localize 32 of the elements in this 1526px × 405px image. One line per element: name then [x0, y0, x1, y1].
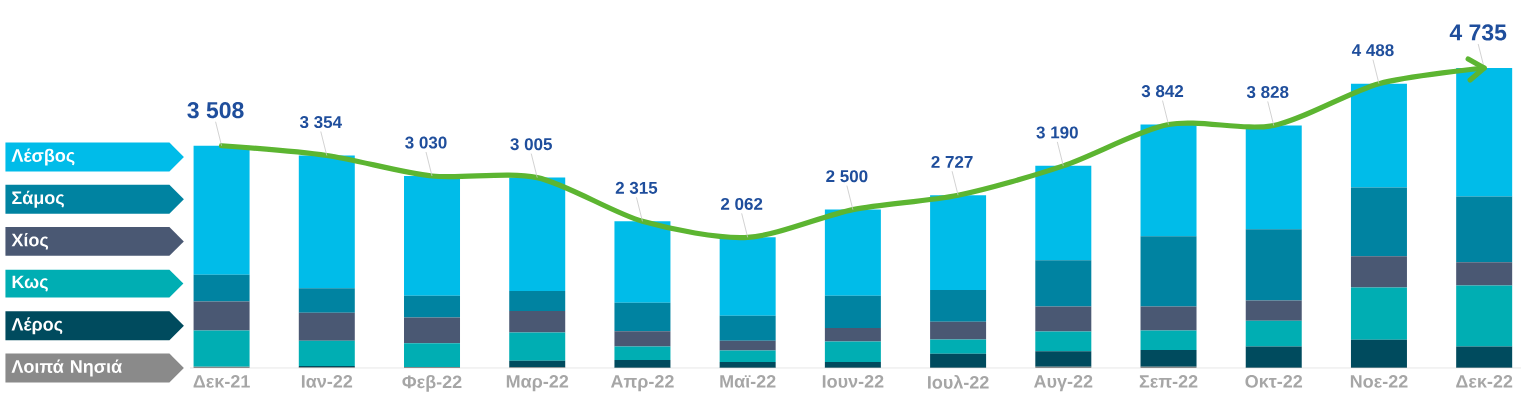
data-label: 3 005: [510, 138, 552, 151]
data-label: 2 062: [720, 197, 763, 210]
data-label: 3 508: [187, 102, 244, 119]
data-label: 3 190: [1036, 126, 1078, 139]
x-tick-label: Νοε-22: [1350, 375, 1408, 388]
x-tick-label: Φεβ-22: [402, 375, 462, 392]
x-tick-label: Ιουλ-22: [928, 375, 989, 389]
text: Λέσβος: [11, 148, 75, 166]
data-label: 2 315: [615, 181, 658, 194]
x-tick-label: Δεκ-21: [193, 375, 250, 388]
text: Κως: [12, 275, 48, 292]
x-tick-label: Μαϊ-22: [720, 375, 776, 388]
data-label: 2 500: [826, 170, 868, 183]
x-tick-label: Ιουν-22: [822, 375, 884, 388]
data-label: 2 727: [931, 155, 973, 168]
x-tick-label: Αυγ-22: [1034, 375, 1093, 392]
x-tick-label: Δεκ-22: [1456, 375, 1513, 388]
data-label: 3 354: [299, 116, 342, 129]
text: Σάμος: [12, 190, 64, 208]
x-tick-label: Απρ-22: [610, 375, 674, 392]
x-tick-label: Οκτ-22: [1245, 375, 1303, 388]
x-tick-label: Ιαν-22: [301, 375, 353, 388]
data-label: 4 488: [1351, 44, 1394, 57]
text: Λοιπά Νησιά: [11, 359, 122, 377]
data-label: 4 735: [1449, 24, 1507, 41]
x-tick-label: Σεπ-22: [1139, 375, 1198, 388]
data-label: 3 030: [405, 136, 447, 149]
text: Λέρος: [11, 317, 63, 335]
text: Χίος: [11, 232, 49, 250]
data-label: 3 842: [1141, 85, 1184, 98]
x-tick-label: Μαρ-22: [506, 375, 569, 392]
data-label: 3 828: [1246, 86, 1289, 99]
